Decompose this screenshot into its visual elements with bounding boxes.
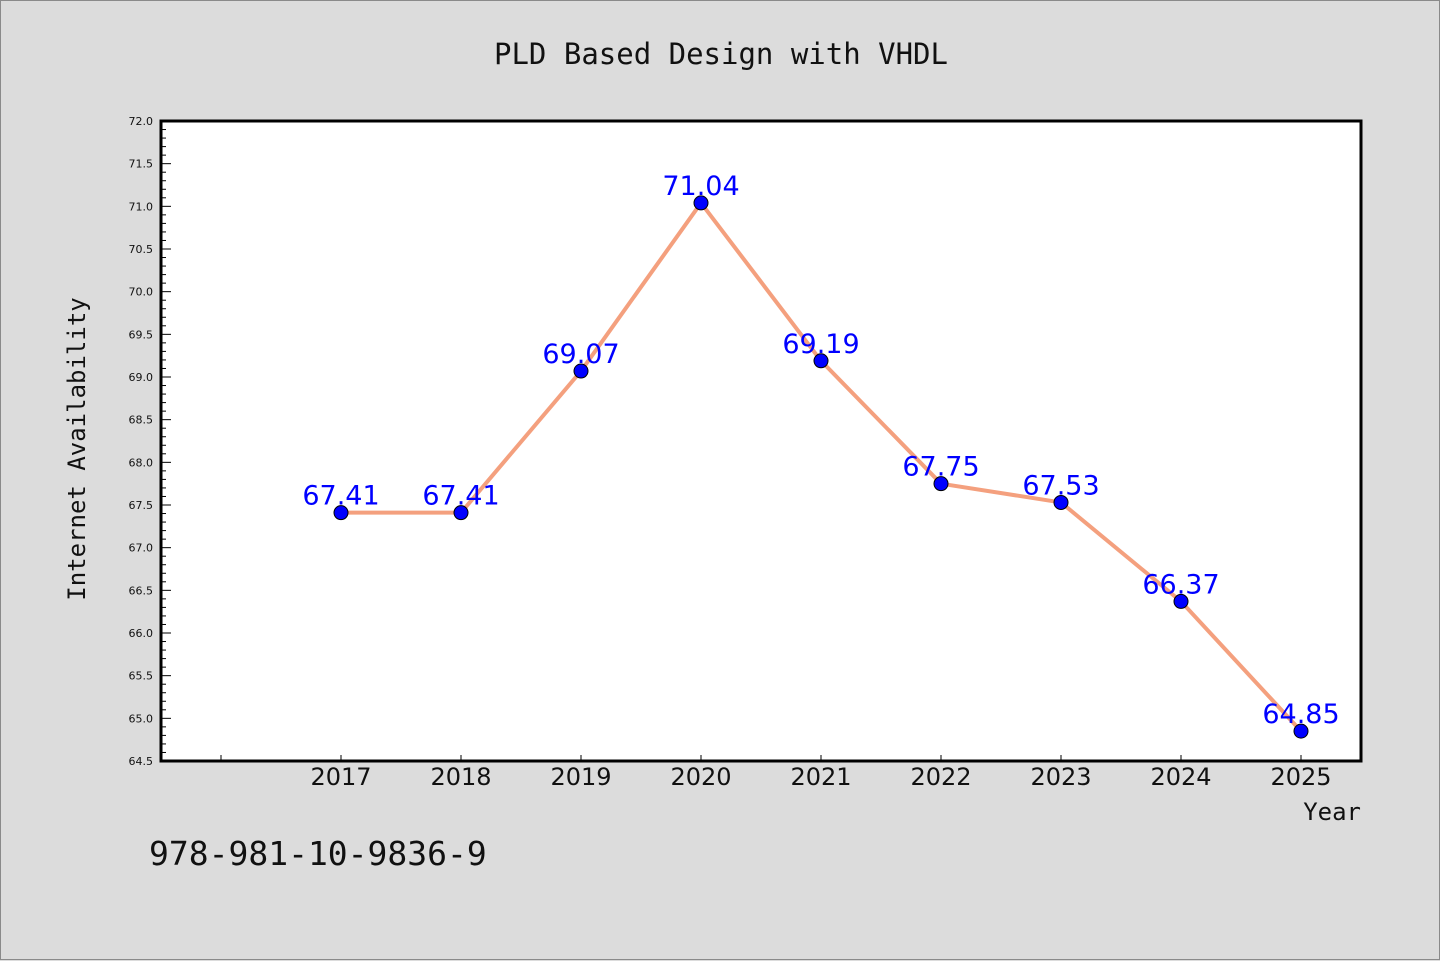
y-tick-label: 65.0 [129, 712, 154, 725]
x-tick-label: 2021 [790, 763, 851, 791]
data-point [693, 195, 709, 211]
x-tick-label: 2020 [670, 763, 731, 791]
data-point [453, 505, 469, 521]
x-tick-label: 2025 [1270, 763, 1331, 791]
y-tick-label: 69.5 [129, 328, 154, 341]
data-label: 67.41 [302, 481, 379, 512]
x-tick-label: 2024 [1150, 763, 1211, 791]
y-tick-label: 66.0 [129, 627, 154, 640]
y-tick-label: 68.5 [129, 414, 154, 427]
y-tick-label: 64.5 [129, 755, 154, 768]
x-tick-label: 2023 [1030, 763, 1091, 791]
y-tick-label: 72.0 [129, 115, 154, 128]
y-tick-label: 69.0 [129, 371, 154, 384]
data-label: 67.53 [1022, 470, 1099, 501]
data-label: 67.41 [422, 481, 499, 512]
y-tick-label: 71.0 [129, 200, 154, 213]
data-point [573, 363, 589, 379]
y-tick-label: 68.0 [129, 456, 154, 469]
data-label: 71.04 [662, 171, 739, 202]
chart-title: PLD Based Design with VHDL [494, 37, 948, 71]
data-label: 69.07 [542, 339, 619, 370]
y-tick-label: 65.5 [129, 670, 154, 683]
x-tick-label: 2019 [550, 763, 611, 791]
y-tick-label: 71.5 [129, 158, 154, 171]
data-point [1293, 723, 1309, 739]
y-axis-title: Internet Availability [63, 297, 91, 600]
data-point [1053, 494, 1069, 510]
data-label: 66.37 [1142, 569, 1219, 600]
x-axis: 2017 2018 2019 2020 2021 2022 2023 2024 2025 [220, 755, 1332, 791]
data-point [813, 353, 829, 369]
x-axis-title: Year [1303, 798, 1361, 826]
y-tick-label: 70.5 [129, 243, 154, 256]
x-tick-label: 2022 [910, 763, 971, 791]
y-tick-label: 70.0 [129, 286, 154, 299]
plot-area [159, 119, 1363, 763]
isbn-text: 978-981-10-9836-9 [149, 834, 487, 873]
data-point [1173, 593, 1189, 609]
x-tick-label: 2018 [430, 763, 491, 791]
x-tick-label: 2017 [310, 763, 371, 791]
y-tick-label: 66.5 [129, 584, 154, 597]
y-tick-label: 67.5 [129, 499, 154, 512]
data-point [933, 476, 949, 492]
data-label: 69.19 [782, 329, 859, 360]
series-layer: 67.41 67.41 69.07 71.04 69.19 67.75 67.53 66.37… [302, 171, 1340, 739]
data-label: 64.85 [1262, 699, 1339, 730]
y-axis: 64.5 65.0 65.5 66.0 66.5 67.0 67.5 68.0 68.5 69.0… [129, 115, 171, 768]
data-label: 67.75 [902, 452, 979, 483]
data-point [333, 505, 349, 521]
y-tick-label: 67.0 [129, 542, 154, 555]
